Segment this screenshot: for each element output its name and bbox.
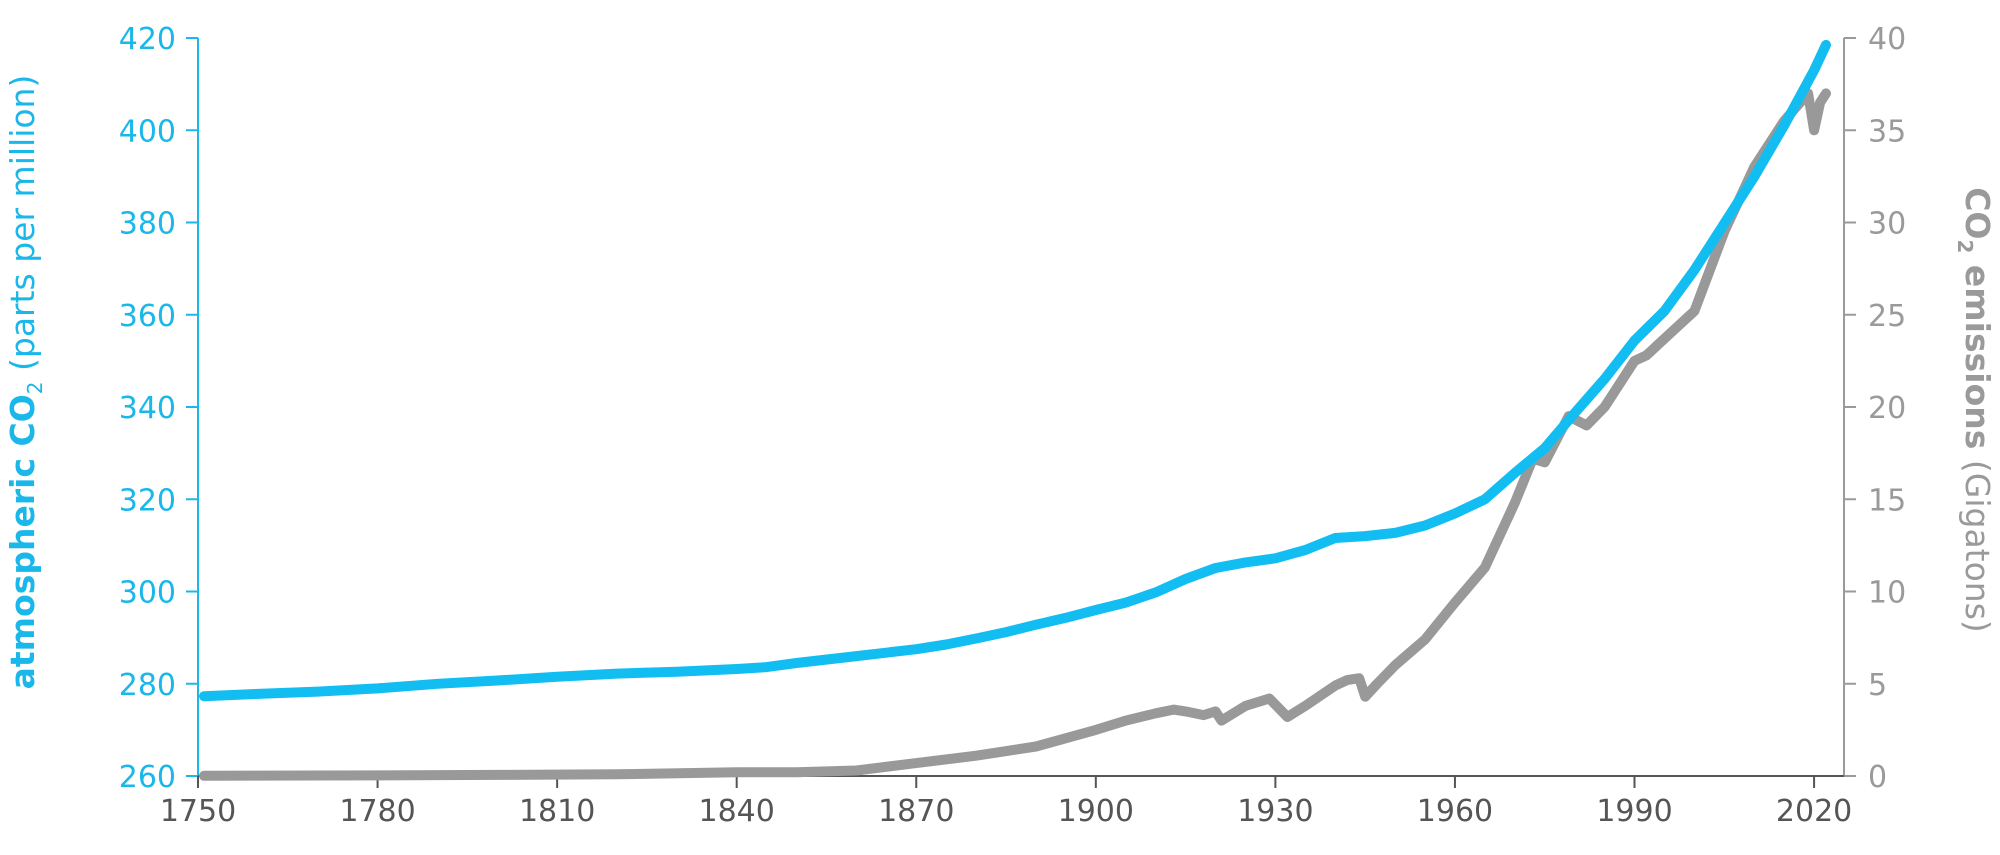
- right-tick-label: 25: [1868, 299, 1906, 334]
- left-tick-label: 260: [119, 760, 176, 795]
- x-tick-label: 1810: [519, 794, 595, 829]
- x-tick-label: 1780: [339, 794, 415, 829]
- left-axis-label: atmospheric CO2 (parts per million): [3, 75, 47, 690]
- x-tick-label: 1930: [1237, 794, 1313, 829]
- right-tick-label: 5: [1868, 668, 1887, 703]
- left-axis-label-unit: (parts per million): [3, 75, 42, 382]
- series-lines: [199, 39, 1831, 781]
- left-tick-label: 400: [119, 114, 176, 149]
- x-tick-label: 2020: [1776, 794, 1852, 829]
- right-axis-ticks: 0 5 10 15 20 25 30 35 40: [1844, 22, 1906, 795]
- left-tick-label: 340: [119, 391, 176, 426]
- left-axis-label-sub: 2: [23, 381, 47, 394]
- x-tick-label: 1960: [1417, 794, 1493, 829]
- x-axis-ticks: 1750 1780 1810 1840 1870 1900 1930 1960 1990 2020: [160, 776, 1852, 829]
- right-axis-label-unit: (Gigatons): [1958, 449, 1997, 632]
- right-axis-label-main2: emissions: [1958, 253, 1997, 449]
- right-tick-label: 0: [1868, 760, 1887, 795]
- right-axis-label: CO2 emissions (Gigatons): [1953, 187, 1997, 633]
- right-axis-label-main: CO: [1958, 187, 1997, 239]
- left-axis-label-main: atmospheric CO: [3, 394, 42, 689]
- right-axis-label-sub: 2: [1953, 239, 1977, 253]
- co2-emissions-line: [199, 88, 1831, 781]
- axes: [197, 38, 1845, 777]
- left-tick-label: 300: [119, 576, 176, 611]
- left-tick-label: 380: [119, 207, 176, 242]
- right-tick-label: 40: [1868, 22, 1906, 57]
- x-tick-label: 1750: [160, 794, 236, 829]
- x-tick-label: 1870: [878, 794, 954, 829]
- left-tick-label: 280: [119, 668, 176, 703]
- x-tick-label: 1840: [699, 794, 775, 829]
- left-tick-label: 320: [119, 483, 176, 518]
- x-tick-label: 1990: [1596, 794, 1672, 829]
- right-tick-label: 30: [1868, 207, 1906, 242]
- left-tick-label: 360: [119, 299, 176, 334]
- right-tick-label: 20: [1868, 391, 1906, 426]
- left-tick-label: 420: [119, 22, 176, 57]
- right-tick-label: 10: [1868, 576, 1906, 611]
- left-axis-ticks: 260 280 300 320 340 360 380 400 420: [119, 22, 198, 795]
- right-tick-label: 15: [1868, 483, 1906, 518]
- x-tick-label: 1900: [1058, 794, 1134, 829]
- right-tick-label: 35: [1868, 114, 1906, 149]
- atmospheric-co2-line: [199, 39, 1831, 702]
